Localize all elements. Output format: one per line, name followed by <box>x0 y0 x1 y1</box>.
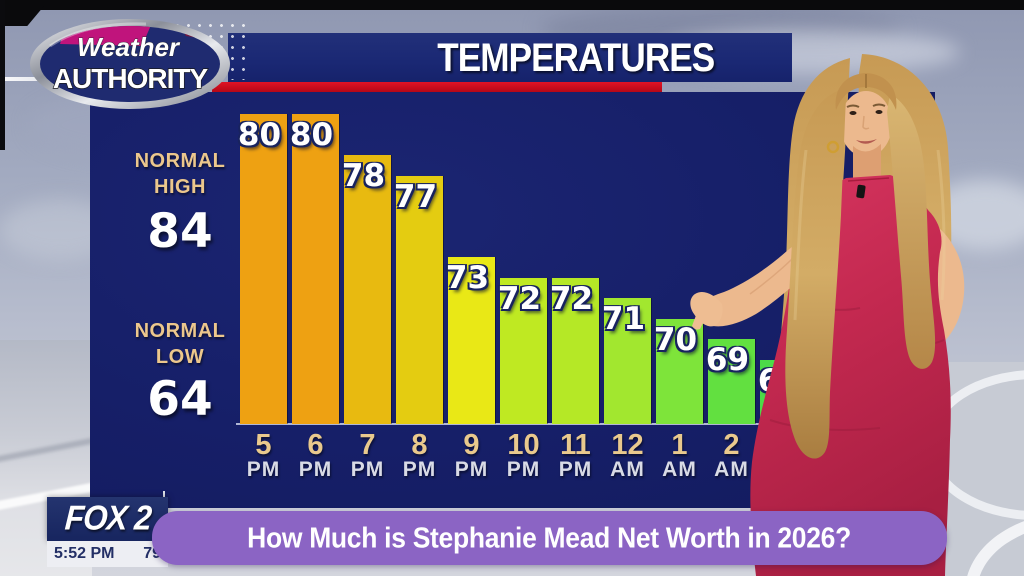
x-axis-hour: 5 <box>255 429 272 461</box>
logo-line1: Weather <box>77 32 181 62</box>
normal-low-value: 64 <box>147 372 213 427</box>
page-title: TEMPERATURES <box>437 34 716 80</box>
x-axis-period: AM <box>662 458 697 481</box>
x-axis-period: PM <box>350 458 385 481</box>
x-axis-period: AM <box>610 458 645 481</box>
clock-time: 5:52 PM <box>54 545 115 562</box>
x-axis-hour: 11 <box>560 429 591 461</box>
weather-authority-logo: Weather AUTHORITY <box>30 19 230 109</box>
temp-bar <box>344 155 391 424</box>
temp-bar <box>604 298 651 424</box>
bar-value-label: 69 <box>705 342 750 379</box>
x-axis-period: PM <box>454 458 489 481</box>
x-axis-period: PM <box>402 458 437 481</box>
bar-value-label: 72 <box>497 280 542 317</box>
presenter-hair-front <box>887 94 936 369</box>
x-axis-period: AM <box>714 458 749 481</box>
caption-banner: How Much is Stephanie Mead Net Worth in … <box>152 511 947 565</box>
presenter-mic <box>856 184 866 199</box>
normal-high-label: NORMAL HIGH <box>134 150 226 198</box>
letterbox-top <box>0 0 1024 10</box>
temp-bar <box>240 114 287 424</box>
presenter-hair-top <box>835 73 897 110</box>
x-axis-hour: 6 <box>307 429 324 461</box>
bar-value-label: 77 <box>393 178 438 215</box>
presenter-earring <box>826 140 840 154</box>
temp-bar <box>500 277 547 424</box>
temp-bar <box>292 114 339 424</box>
chart-baseline <box>236 423 812 425</box>
time-temp-bar: 5:52 PM 79 <box>47 541 168 567</box>
title-red-stripe <box>212 82 662 92</box>
letterbox-left <box>0 0 5 150</box>
bar-value-label: 70 <box>653 321 698 358</box>
x-axis-hour: 12 <box>611 429 644 461</box>
x-axis-period: PM <box>506 458 541 481</box>
x-axis-hour: 10 <box>507 429 540 461</box>
bar-value-label: 78 <box>341 158 386 195</box>
bar-value-label: 71 <box>601 301 646 338</box>
presenter-hair-front <box>785 90 846 459</box>
x-axis-hour: 9 <box>463 429 480 461</box>
presenter-lips <box>856 139 877 144</box>
normal-low-label: NORMAL LOW <box>134 320 226 368</box>
normal-high-value: 84 <box>147 204 213 259</box>
bar-value-label: 80 <box>237 117 282 154</box>
station-logo: FOX 2 <box>47 497 168 541</box>
x-axis-hour: 8 <box>411 429 428 461</box>
title-banner: TEMPERATURES <box>228 33 792 82</box>
temp-bar <box>708 339 755 424</box>
presenter-face <box>840 91 892 157</box>
x-axis-period: PM <box>558 458 593 481</box>
x-axis-hour: 2 <box>723 429 740 461</box>
logo-line2: AUTHORITY <box>53 63 209 94</box>
bar-value-label: 72 <box>549 280 594 317</box>
caption-text: How Much is Stephanie Mead Net Worth in … <box>247 521 852 554</box>
x-axis-hour: 1 <box>671 429 688 461</box>
x-axis-hour: 7 <box>359 429 376 461</box>
temp-bar <box>656 318 703 424</box>
presenter-neck <box>853 144 881 186</box>
bar-value-label: 73 <box>445 260 490 297</box>
temp-bar <box>552 277 599 424</box>
x-axis-period: PM <box>246 458 281 481</box>
temp-bar <box>448 257 495 424</box>
bar-value-label: 80 <box>289 117 334 154</box>
temp-bar <box>396 175 443 424</box>
x-axis-period: PM <box>298 458 333 481</box>
